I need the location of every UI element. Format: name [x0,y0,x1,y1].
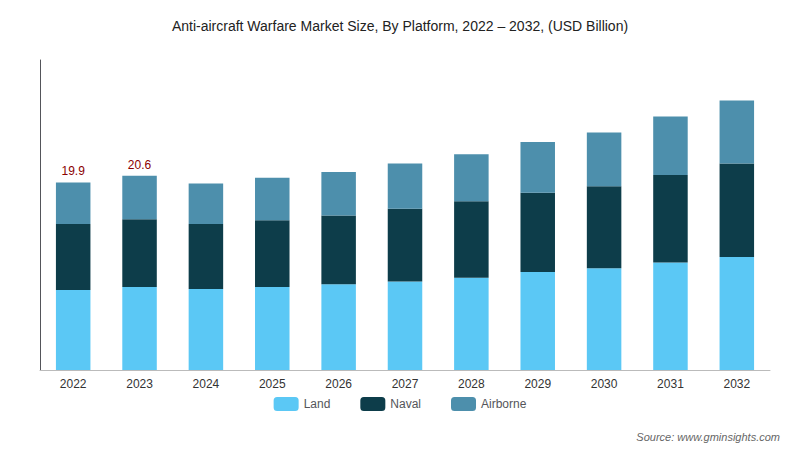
svg-text:Anti-aircraft Warfare Market S: Anti-aircraft Warfare Market Size, By Pl… [172,18,628,34]
svg-text:19.9: 19.9 [62,164,86,178]
svg-text:2027: 2027 [392,377,419,391]
svg-text:Land: Land [304,397,331,411]
svg-text:2029: 2029 [524,377,551,391]
svg-text:Airborne: Airborne [481,397,527,411]
svg-text:2022: 2022 [60,377,87,391]
svg-text:Naval: Naval [390,397,421,411]
svg-text:2031: 2031 [657,377,684,391]
svg-text:20.6: 20.6 [128,158,152,172]
svg-text:2028: 2028 [458,377,485,391]
svg-text:2024: 2024 [193,377,220,391]
svg-text:2026: 2026 [325,377,352,391]
svg-text:2032: 2032 [723,377,750,391]
svg-text:2025: 2025 [259,377,286,391]
svg-text:2030: 2030 [591,377,618,391]
svg-text:Source: www.gminsights.com: Source: www.gminsights.com [636,431,780,443]
svg-text:2023: 2023 [126,377,153,391]
